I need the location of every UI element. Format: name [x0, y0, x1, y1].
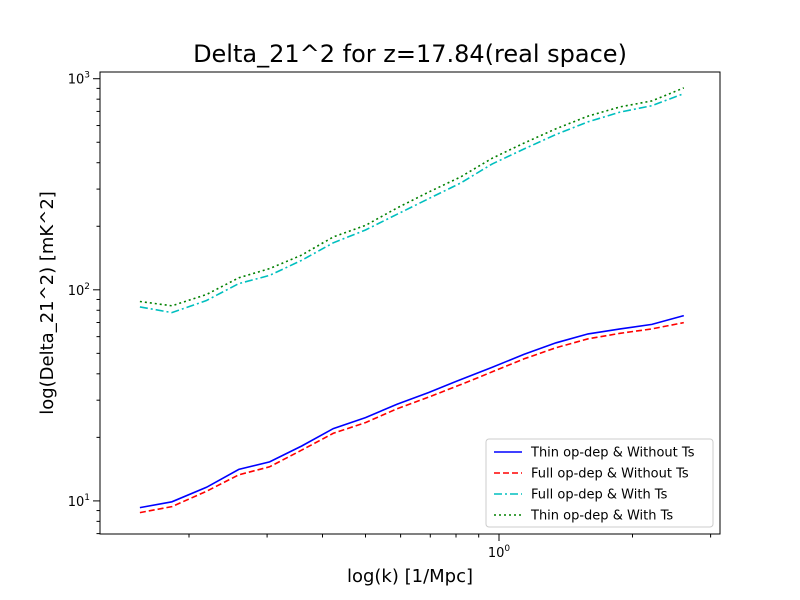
plot-frame [99, 71, 721, 535]
y-tick-label: 103 [68, 71, 90, 88]
x-tick-label: 100 [488, 544, 511, 561]
legend-label: Full op-dep & Without Ts [531, 467, 689, 482]
series-line-3 [139, 92, 685, 314]
series-line-2 [139, 321, 684, 514]
chart-title: Delta_21^2 for z=17.84(real space) [193, 40, 627, 68]
x-axis-label: log(k) [1/Mpc] [347, 566, 473, 587]
axis-ticks: 101 102 103 100 [68, 71, 712, 561]
y-tick-label: 101 [68, 493, 90, 510]
legend-label: Thin op-dep & With Ts [530, 509, 673, 524]
series-layer [139, 87, 685, 514]
y-axis-label: log(Delta_21^2) [mK^2] [37, 191, 58, 415]
legend-label: Thin op-dep & Without Ts [530, 446, 695, 461]
legend: Thin op-dep & Without Ts Full op-dep & Wi… [485, 438, 714, 528]
y-tick-label: 102 [68, 282, 90, 299]
series-line-1 [139, 314, 685, 509]
legend-label: Full op-dep & With Ts [531, 488, 668, 503]
legend-box [485, 438, 714, 528]
series-line-4 [139, 87, 685, 307]
